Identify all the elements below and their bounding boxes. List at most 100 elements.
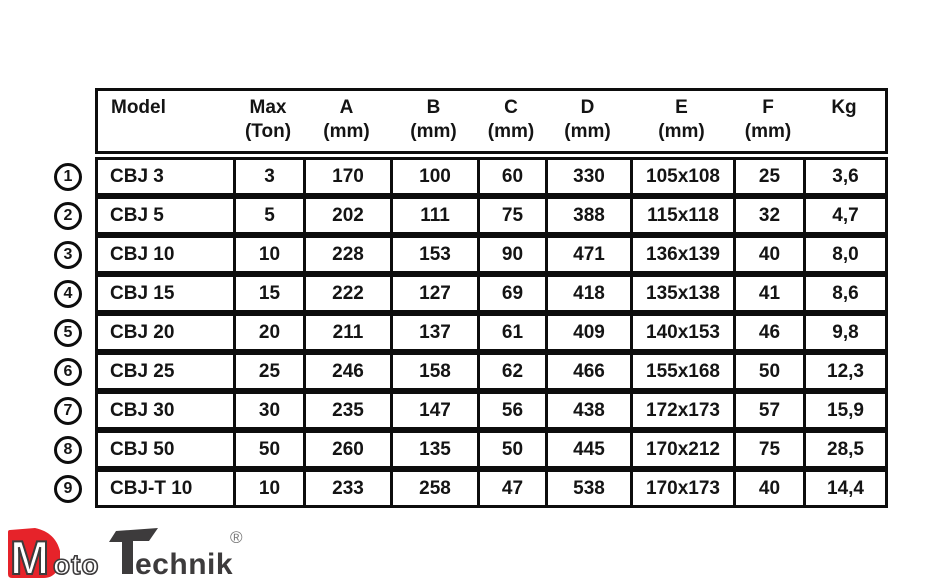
cell-a: 233	[303, 472, 390, 505]
cell-d: 471	[545, 238, 630, 271]
header-label: A	[339, 97, 354, 118]
row-number-badge: 6	[54, 357, 82, 386]
cell-max: 25	[233, 355, 303, 388]
cell-c: 75	[477, 199, 545, 232]
cell-d: 538	[545, 472, 630, 505]
cell-a: 260	[303, 433, 390, 466]
cell-model: CBJ-T 10	[110, 477, 193, 499]
cell-f: 25	[733, 160, 803, 193]
cell-c: 69	[477, 277, 545, 310]
cell-model: CBJ 25	[110, 360, 175, 382]
cell-b: 153	[390, 238, 477, 271]
cell-model: CBJ 5	[110, 204, 164, 226]
cell-kg: 14,4	[803, 472, 885, 505]
header-kg: Kg	[803, 91, 885, 151]
row-number-badge: 4	[54, 279, 82, 308]
header-sub: (mm)	[564, 121, 611, 142]
cell-f: 40	[733, 238, 803, 271]
cell-model: CBJ 15	[110, 282, 175, 304]
cell-e: 135x138	[630, 277, 733, 310]
cell-e: 172x173	[630, 394, 733, 427]
header-label: Model	[111, 97, 166, 118]
header-e: E (mm)	[630, 91, 733, 151]
cell-f: 46	[733, 316, 803, 349]
header-label: Kg	[831, 97, 857, 118]
registered-trademark-icon: ®	[230, 528, 243, 547]
table-row-group: 1 CBJ 3 3 170 100 60 330 105x108 25 3,6	[54, 157, 888, 196]
cell-max: 3	[233, 160, 303, 193]
header-model: Model	[98, 91, 233, 151]
cell-c: 50	[477, 433, 545, 466]
cell-max: 15	[233, 277, 303, 310]
cell-d: 388	[545, 199, 630, 232]
cell-d: 466	[545, 355, 630, 388]
cell-b: 137	[390, 316, 477, 349]
cell-f: 57	[733, 394, 803, 427]
cell-e: 170x173	[630, 472, 733, 505]
cell-max: 10	[233, 472, 303, 505]
header-sub: (mm)	[410, 121, 457, 142]
cell-b: 258	[390, 472, 477, 505]
cell-max: 20	[233, 316, 303, 349]
logo-letter-m: M	[10, 531, 49, 584]
header-label: C	[504, 97, 518, 118]
table-row-group: 4 CBJ 15 15 222 127 69 418 135x138 41 8,…	[54, 274, 888, 313]
row-number-badge: 3	[54, 240, 82, 269]
cell-e: 105x108	[630, 160, 733, 193]
cell-c: 47	[477, 472, 545, 505]
cell-b: 158	[390, 355, 477, 388]
header-label: E	[675, 97, 688, 118]
cell-a: 235	[303, 394, 390, 427]
cell-d: 418	[545, 277, 630, 310]
table-row: CBJ 50 50 260 135 50 445 170x212 75 28,5	[95, 430, 888, 469]
header-sub: (mm)	[744, 121, 792, 142]
cell-b: 111	[390, 199, 477, 232]
table-row: CBJ-T 10 10 233 258 47 538 170x173 40 14…	[95, 469, 888, 508]
cell-f: 50	[733, 355, 803, 388]
row-number-badge: 5	[54, 318, 82, 347]
row-number-badge: 9	[54, 474, 82, 503]
cell-c: 56	[477, 394, 545, 427]
cell-a: 211	[303, 316, 390, 349]
cell-max: 50	[233, 433, 303, 466]
row-number-badge: 7	[54, 396, 82, 425]
cell-kg: 8,6	[803, 277, 885, 310]
cell-a: 246	[303, 355, 390, 388]
header-max: Max (Ton)	[233, 91, 303, 151]
row-number-badge: 8	[54, 435, 82, 464]
cell-b: 100	[390, 160, 477, 193]
cell-kg: 9,8	[803, 316, 885, 349]
cell-kg: 28,5	[803, 433, 885, 466]
cell-f: 41	[733, 277, 803, 310]
header-b: B (mm)	[390, 91, 477, 151]
cell-max: 30	[233, 394, 303, 427]
header-c: C (mm)	[477, 91, 545, 151]
header-label: F	[762, 97, 774, 118]
cell-b: 127	[390, 277, 477, 310]
table-row-group: 9 CBJ-T 10 10 233 258 47 538 170x173 40 …	[54, 469, 888, 508]
spec-table: Model Max (Ton) A (mm) B (mm) C (mm) D (…	[54, 88, 888, 511]
table-row: CBJ 20 20 211 137 61 409 140x153 46 9,8	[95, 313, 888, 352]
table-row-group: 8 CBJ 50 50 260 135 50 445 170x212 75 28…	[54, 430, 888, 469]
cell-d: 438	[545, 394, 630, 427]
header-label: Max	[249, 97, 287, 118]
cell-max: 10	[233, 238, 303, 271]
cell-d: 409	[545, 316, 630, 349]
cell-c: 60	[477, 160, 545, 193]
cell-a: 202	[303, 199, 390, 232]
table-row-group: 3 CBJ 10 10 228 153 90 471 136x139 40 8,…	[54, 235, 888, 274]
table-row: CBJ 25 25 246 158 62 466 155x168 50 12,3	[95, 352, 888, 391]
cell-kg: 3,6	[803, 160, 885, 193]
header-d: D (mm)	[545, 91, 630, 151]
table-row: CBJ 5 5 202 111 75 388 115x118 32 4,7	[95, 196, 888, 235]
row-number-badge: 1	[54, 162, 82, 191]
header-sub: (mm)	[323, 121, 370, 142]
row-number-badge: 2	[54, 201, 82, 230]
cell-e: 136x139	[630, 238, 733, 271]
cell-e: 170x212	[630, 433, 733, 466]
table-header-row: Model Max (Ton) A (mm) B (mm) C (mm) D (…	[95, 88, 888, 154]
cell-max: 5	[233, 199, 303, 232]
cell-b: 135	[390, 433, 477, 466]
cell-d: 445	[545, 433, 630, 466]
table-row: CBJ 30 30 235 147 56 438 172x173 57 15,9	[95, 391, 888, 430]
